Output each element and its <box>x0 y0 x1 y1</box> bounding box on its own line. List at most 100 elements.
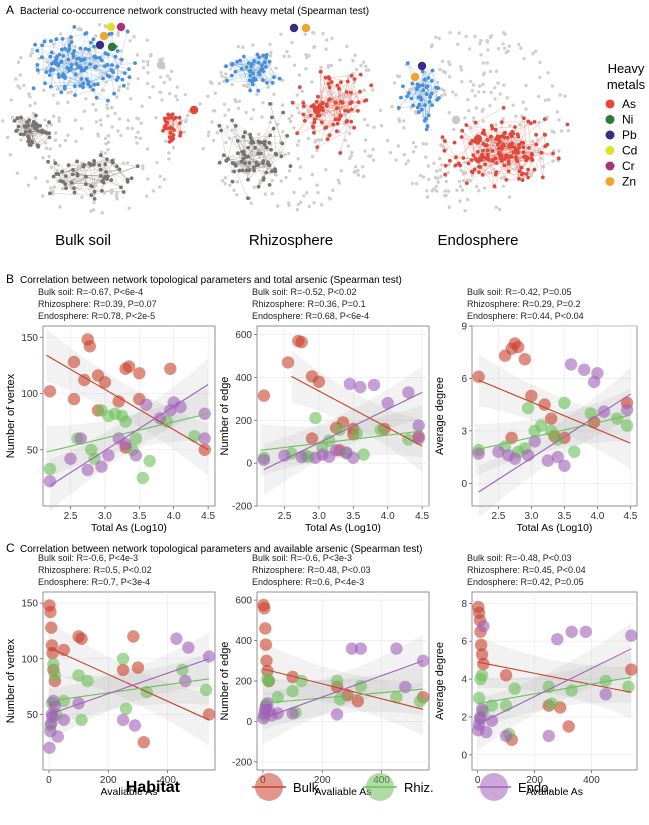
panel-c-title: Correlation between network topological … <box>20 544 422 555</box>
fit-line-bulk <box>48 647 210 721</box>
network-edge <box>74 70 85 96</box>
network-node <box>18 132 23 137</box>
y-tick-label: 0 <box>246 717 252 728</box>
network-node <box>343 138 347 142</box>
network-node <box>371 158 376 162</box>
network-node <box>486 157 491 161</box>
network-node <box>493 86 497 90</box>
network-node <box>244 65 249 70</box>
network-node <box>66 133 70 137</box>
network-node <box>477 84 482 88</box>
network-node <box>57 116 61 120</box>
network-node <box>250 138 254 143</box>
network-node <box>43 81 47 86</box>
network-node <box>5 135 10 140</box>
network-node <box>210 120 214 124</box>
network-node <box>136 77 140 81</box>
y-tick-label: 600 <box>235 596 252 607</box>
point-rhiz <box>521 401 535 415</box>
network-node <box>59 32 63 36</box>
network-node <box>277 76 282 81</box>
network-node <box>538 60 542 65</box>
network-node <box>114 164 119 169</box>
network-node <box>65 65 70 70</box>
point-endo <box>323 450 336 463</box>
point-endo <box>48 699 62 712</box>
network-node <box>434 35 438 39</box>
point-rhiz <box>565 684 578 697</box>
network-node <box>379 124 384 128</box>
network-node <box>261 159 266 163</box>
network-node <box>263 192 267 196</box>
point-endo <box>198 407 211 420</box>
x-tick-label: 3.0 <box>312 511 326 522</box>
network-node <box>81 164 86 169</box>
network-edge <box>107 54 115 94</box>
network-edge <box>232 163 249 199</box>
network-node <box>378 108 383 113</box>
network-node <box>81 85 85 90</box>
network-node <box>183 92 187 97</box>
point-bulk <box>202 708 216 721</box>
network-edge <box>488 159 520 179</box>
network-node <box>520 178 525 183</box>
network-node <box>304 52 308 57</box>
network-node <box>28 103 32 108</box>
network-node <box>248 68 253 73</box>
fit-line-rhiz <box>260 430 423 451</box>
network-node <box>536 138 540 142</box>
network-node <box>158 174 162 179</box>
network-node <box>64 186 68 191</box>
network-node <box>505 153 510 158</box>
network-node <box>264 56 269 60</box>
network-node <box>80 195 84 199</box>
network-node <box>310 80 314 84</box>
network-node <box>247 78 252 83</box>
network-node <box>248 88 253 93</box>
network-node <box>246 177 250 182</box>
network-node <box>257 132 261 136</box>
network-node <box>434 85 438 90</box>
network-node <box>129 97 133 101</box>
network-node <box>265 81 269 85</box>
network-node <box>259 151 263 156</box>
point-bulk <box>259 638 273 651</box>
point-endo <box>153 412 167 425</box>
network-node <box>233 69 238 74</box>
network-node <box>334 129 339 134</box>
network-edge <box>100 155 105 179</box>
network-node <box>472 116 476 120</box>
network-node <box>210 81 214 86</box>
point-bulk <box>351 695 364 708</box>
metal-label-pb: Pb <box>622 128 637 142</box>
network-edge <box>534 121 546 136</box>
network-node <box>78 26 82 31</box>
network-node <box>26 136 31 141</box>
network-node <box>463 209 467 213</box>
network-edge <box>518 147 520 172</box>
network-node <box>421 92 425 96</box>
network-node <box>45 179 50 184</box>
network-edge <box>528 121 532 159</box>
network-node <box>81 81 86 86</box>
network-node <box>323 126 327 130</box>
y-tick-label: -200 <box>232 757 252 768</box>
network-node <box>414 110 418 114</box>
y-tick-label: 6 <box>461 637 467 648</box>
network-node <box>467 47 472 51</box>
network-node <box>146 71 150 75</box>
network-node <box>92 201 96 205</box>
network-node <box>543 98 548 102</box>
network-node <box>88 162 93 167</box>
network-node <box>170 69 174 74</box>
network-node <box>390 104 394 109</box>
network-node <box>397 117 401 121</box>
network-node <box>425 110 429 115</box>
network-node <box>217 81 222 86</box>
network-node <box>28 95 32 99</box>
network-node <box>219 128 224 133</box>
network-node <box>145 81 150 86</box>
network-bulk <box>1 22 199 215</box>
network-node <box>497 139 502 144</box>
network-node <box>452 127 456 132</box>
